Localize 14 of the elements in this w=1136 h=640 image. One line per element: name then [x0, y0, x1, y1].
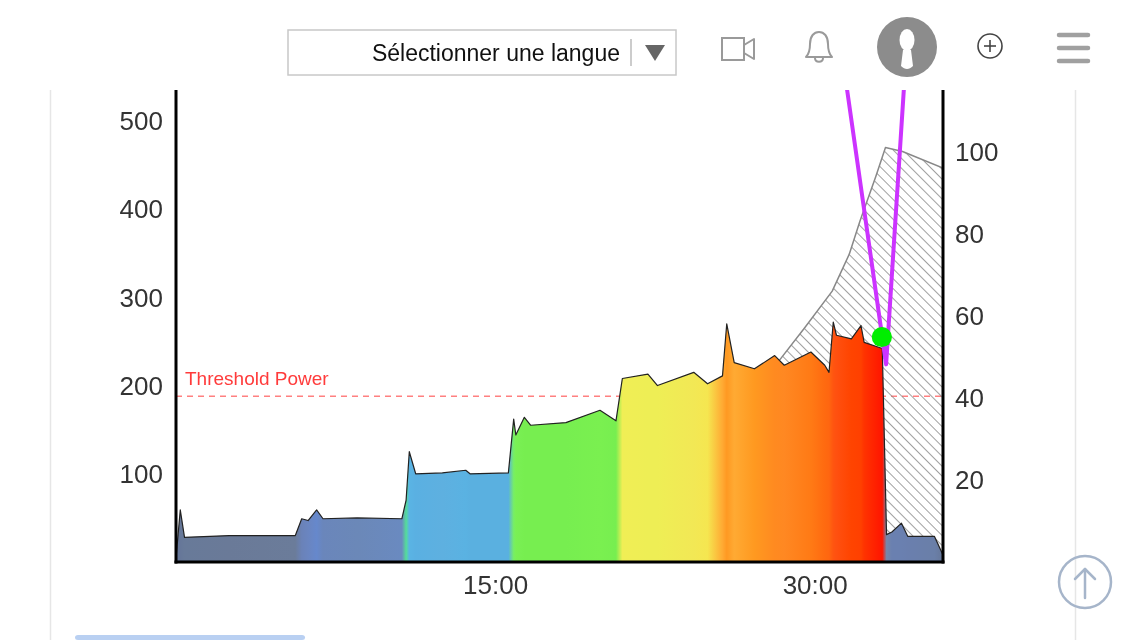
y-tick-label: 300 — [119, 282, 163, 313]
y-tick-label: 400 — [119, 194, 163, 225]
y-tick-label: 500 — [119, 106, 163, 137]
x-tick-label: 15:00 — [463, 570, 529, 600]
text: Sélectionner une langue — [371, 40, 620, 66]
y2-tick-label: 80 — [955, 219, 984, 250]
y2-tick-label: 20 — [955, 465, 984, 496]
x-tick-label: 30:00 — [782, 570, 848, 600]
ref-line-label: Threshold Power — [185, 368, 330, 390]
y2-tick-label: 100 — [955, 136, 999, 167]
y-tick-label: 100 — [119, 459, 163, 490]
y2-tick-label: 40 — [955, 383, 984, 414]
y-tick-label: 200 — [119, 370, 163, 401]
y2-tick-label: 60 — [955, 301, 984, 332]
